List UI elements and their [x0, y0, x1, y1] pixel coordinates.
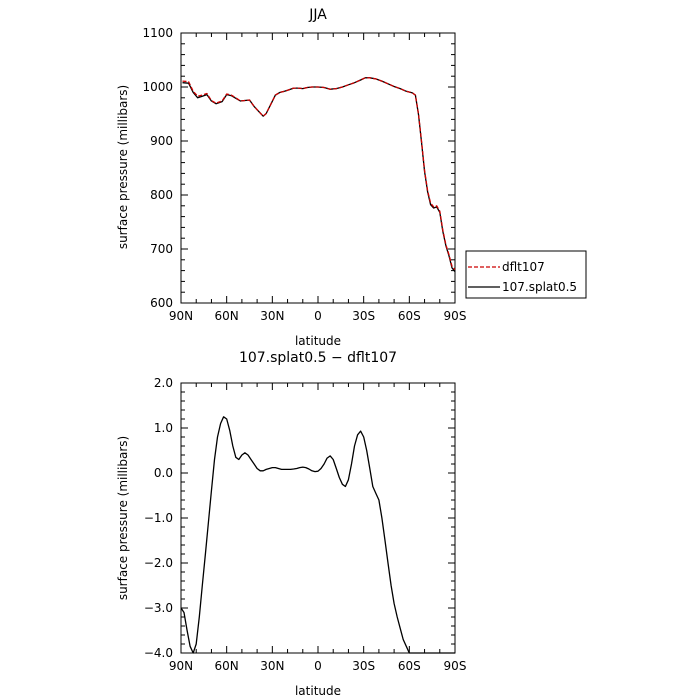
top-x-tick-label: 90S: [444, 309, 467, 323]
legend: dflt107 107.splat0.5: [465, 250, 587, 299]
bottom-y-tick-label: −2.0: [144, 556, 173, 570]
bottom-x-tick-label: 30N: [260, 659, 284, 673]
legend-box: [465, 250, 587, 299]
top-x-tick-label: 60S: [398, 309, 421, 323]
bottom-y-tick-label: 0.0: [154, 466, 173, 480]
top-x-tick-label: 0: [314, 309, 322, 323]
bottom-x-axis-label: latitude: [295, 684, 341, 698]
top-y-tick-label: 1000: [142, 80, 173, 94]
top-plot-frame: [180, 32, 456, 304]
bottom-x-tick-label: 0: [314, 659, 322, 673]
top-chart: JJA 90N 60N 30N 0 30S 60S 90S 600 700 800 900 1000 1…: [116, 7, 587, 348]
bottom-x-tick-label: 30S: [352, 659, 375, 673]
top-y-tick-label: 700: [150, 242, 173, 256]
top-plot-area: 90N 60N 30N 0 30S 60S 90S 600 700 800 900 1000 1100: [142, 26, 466, 323]
top-y-tick-label: 900: [150, 134, 173, 148]
legend-label-dflt107: dflt107: [502, 260, 545, 274]
top-y-tick-label: 800: [150, 188, 173, 202]
bottom-x-tick-label: 90N: [169, 659, 193, 673]
bottom-chart-title: 107.splat0.5 − dflt107: [239, 350, 397, 366]
top-y-tick-label: 1100: [142, 26, 173, 40]
top-x-tick-label: 60N: [215, 309, 239, 323]
bottom-y-tick-label: 2.0: [154, 376, 173, 390]
bottom-y-tick-label: −3.0: [144, 601, 173, 615]
bottom-chart: 107.splat0.5 − dflt107 90N 60N 30N 0 30S 60S 9…: [116, 350, 466, 698]
top-chart-title: JJA: [308, 7, 327, 23]
bottom-plot-frame: [180, 382, 456, 654]
bottom-y-tick-label: 1.0: [154, 421, 173, 435]
top-y-tick-label: 600: [150, 296, 173, 310]
bottom-y-axis-label: surface pressure (millibars): [116, 436, 130, 600]
top-series-line-dflt107: [182, 77, 456, 270]
top-x-tick-label: 30S: [352, 309, 375, 323]
top-x-axis-label: latitude: [295, 334, 341, 348]
bottom-plot-area: 90N 60N 30N 0 30S 60S 90S −4.0 −3.0 −2.0 −1.0 0.0 1.…: [144, 376, 467, 673]
top-x-tick-label: 30N: [260, 309, 284, 323]
bottom-x-tick-label: 60S: [398, 659, 421, 673]
bottom-y-tick-label: −1.0: [144, 511, 173, 525]
top-y-axis-label: surface pressure (millibars): [116, 85, 130, 249]
bottom-x-tick-label: 60N: [215, 659, 239, 673]
bottom-y-tick-label: −4.0: [144, 646, 173, 660]
legend-label-107-splat0-5: 107.splat0.5: [502, 280, 577, 294]
bottom-x-tick-label: 90S: [444, 659, 467, 673]
top-series-line-107-splat0-5: [182, 77, 456, 273]
bottom-series-line-series: [180, 416, 455, 654]
top-x-tick-label: 90N: [169, 309, 193, 323]
